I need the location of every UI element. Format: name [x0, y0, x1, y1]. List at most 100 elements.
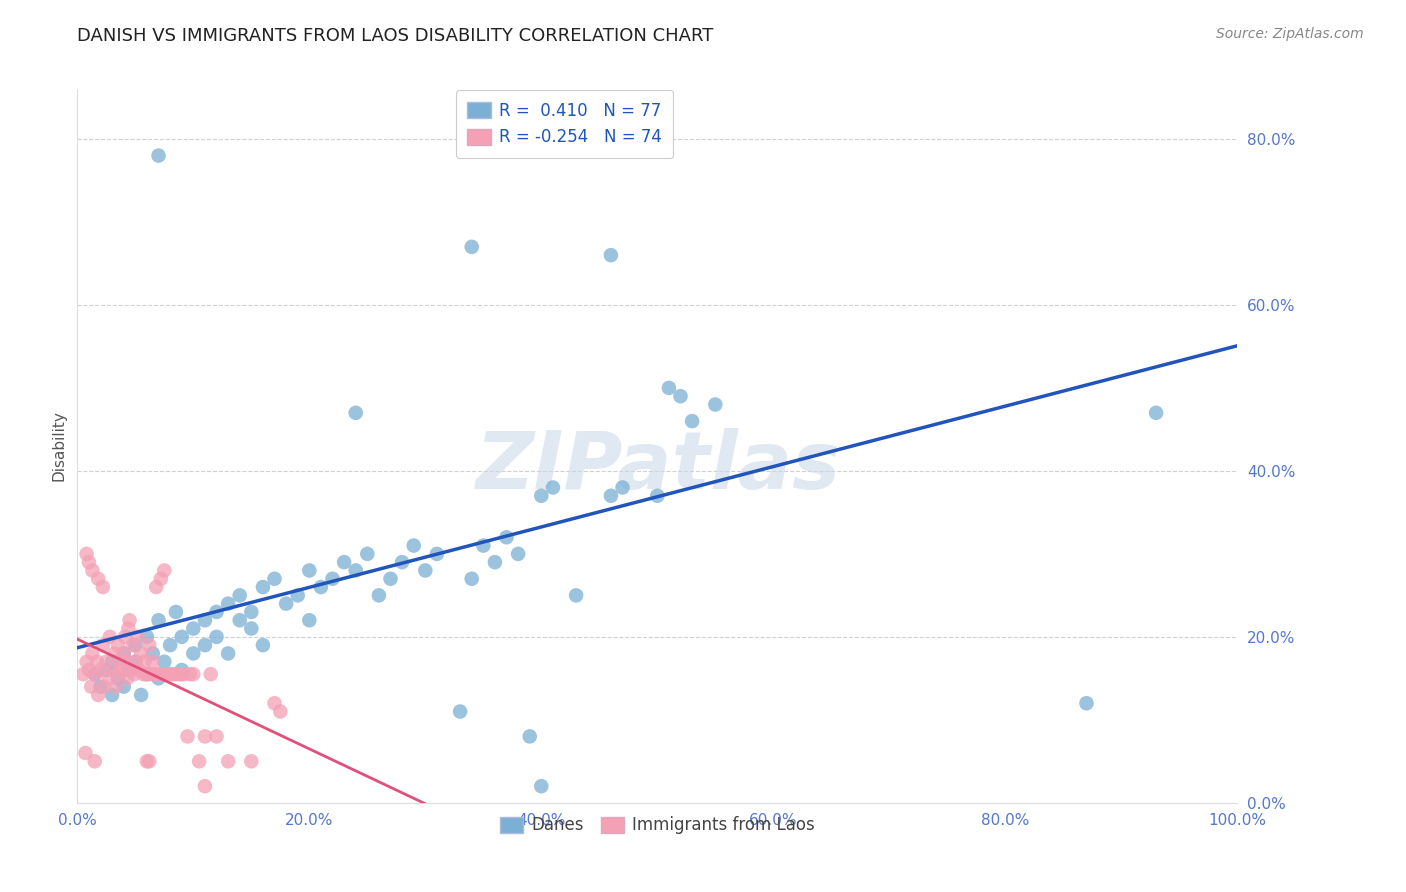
Point — [183, 647, 205, 661]
Point — [461, 240, 484, 254]
Point — [200, 667, 222, 681]
Point — [530, 779, 553, 793]
Point — [118, 613, 141, 627]
Point — [90, 680, 111, 694]
Point — [82, 647, 104, 661]
Point — [135, 754, 157, 768]
Point — [142, 655, 165, 669]
Point — [124, 655, 146, 669]
Point — [205, 630, 228, 644]
Text: ZIPatlas: ZIPatlas — [475, 428, 839, 507]
Point — [194, 779, 217, 793]
Point — [96, 663, 118, 677]
Point — [83, 667, 105, 681]
Text: DANISH VS IMMIGRANTS FROM LAOS DISABILITY CORRELATION CHART: DANISH VS IMMIGRANTS FROM LAOS DISABILIT… — [77, 27, 714, 45]
Point — [170, 663, 193, 677]
Point — [402, 539, 425, 553]
Point — [90, 663, 111, 677]
Point — [298, 613, 321, 627]
Point — [120, 663, 142, 677]
Point — [170, 667, 193, 681]
Point — [122, 667, 145, 681]
Point — [309, 580, 332, 594]
Point — [217, 597, 239, 611]
Point — [263, 572, 285, 586]
Point — [530, 90, 553, 104]
Point — [148, 148, 170, 162]
Point — [217, 647, 239, 661]
Point — [600, 489, 623, 503]
Point — [150, 667, 173, 681]
Point — [110, 663, 132, 677]
Point — [287, 588, 309, 602]
Point — [391, 555, 413, 569]
Point — [82, 564, 104, 578]
Point — [127, 630, 149, 644]
Point — [368, 588, 391, 602]
Point — [165, 605, 187, 619]
Point — [75, 746, 97, 760]
Legend: Danes, Immigrants from Laos: Danes, Immigrants from Laos — [489, 806, 825, 845]
Point — [519, 730, 541, 744]
Point — [228, 613, 252, 627]
Point — [104, 680, 127, 694]
Point — [112, 680, 135, 694]
Point — [658, 381, 681, 395]
Point — [76, 547, 98, 561]
Point — [612, 481, 634, 495]
Point — [1076, 696, 1098, 710]
Point — [138, 638, 160, 652]
Point — [183, 622, 205, 636]
Point — [228, 588, 252, 602]
Point — [183, 667, 205, 681]
Point — [83, 667, 105, 681]
Point — [83, 754, 105, 768]
Point — [647, 489, 669, 503]
Point — [179, 667, 201, 681]
Point — [118, 663, 141, 677]
Point — [148, 613, 170, 627]
Point — [148, 671, 170, 685]
Point — [91, 580, 114, 594]
Point — [240, 622, 263, 636]
Point — [484, 555, 506, 569]
Point — [142, 647, 165, 661]
Point — [205, 605, 228, 619]
Point — [240, 605, 263, 619]
Point — [159, 638, 181, 652]
Text: Source: ZipAtlas.com: Source: ZipAtlas.com — [1216, 27, 1364, 41]
Point — [135, 667, 157, 681]
Point — [115, 671, 138, 685]
Point — [129, 688, 152, 702]
Point — [101, 688, 124, 702]
Point — [449, 705, 471, 719]
Point — [162, 667, 184, 681]
Point — [129, 647, 152, 661]
Point — [530, 489, 553, 503]
Point — [77, 555, 100, 569]
Point — [141, 667, 163, 681]
Point — [134, 655, 156, 669]
Point — [217, 754, 239, 768]
Point — [194, 638, 217, 652]
Point — [380, 572, 402, 586]
Point — [93, 680, 115, 694]
Point — [413, 564, 436, 578]
Point — [495, 530, 517, 544]
Point — [128, 663, 150, 677]
Point — [194, 613, 217, 627]
Point — [115, 655, 138, 669]
Point — [110, 655, 132, 669]
Point — [356, 547, 378, 561]
Point — [87, 572, 110, 586]
Point — [252, 638, 274, 652]
Point — [101, 655, 124, 669]
Y-axis label: Disability: Disability — [51, 410, 66, 482]
Point — [269, 705, 291, 719]
Point — [565, 588, 588, 602]
Point — [138, 754, 160, 768]
Point — [132, 667, 155, 681]
Point — [274, 597, 298, 611]
Point — [472, 539, 495, 553]
Point — [107, 671, 129, 685]
